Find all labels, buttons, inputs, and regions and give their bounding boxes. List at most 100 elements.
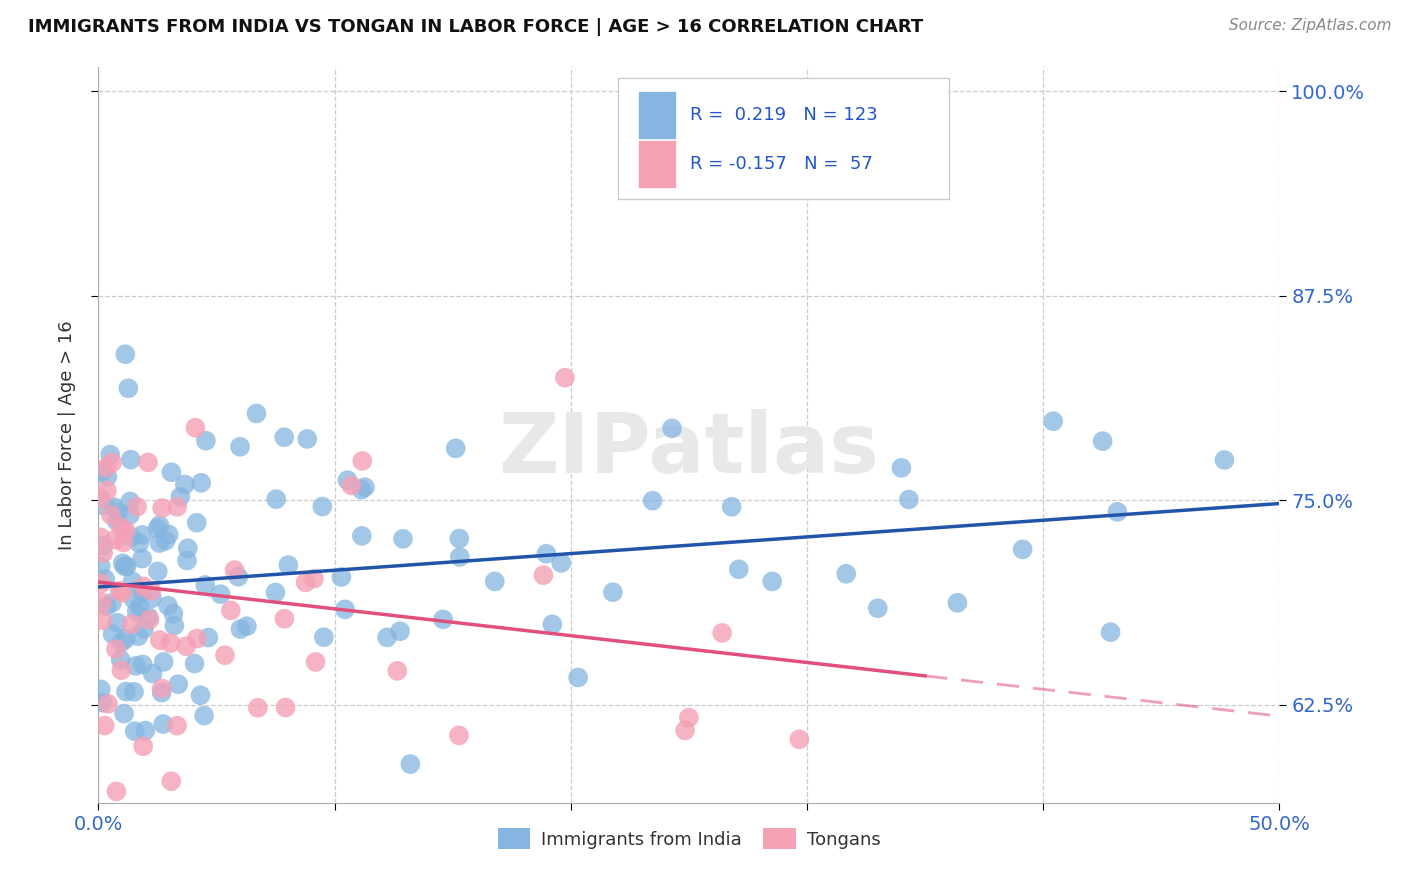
Point	[190, 688, 212, 702]
Point	[264, 585, 287, 599]
Point	[169, 490, 191, 504]
Point	[720, 500, 742, 514]
Point	[136, 455, 159, 469]
Point	[91, 696, 114, 710]
Point	[226, 570, 249, 584]
Point	[120, 452, 142, 467]
Point	[1011, 542, 1033, 557]
Bar	[638, 91, 676, 138]
Point	[641, 493, 664, 508]
FancyBboxPatch shape	[619, 78, 949, 200]
Point	[93, 718, 115, 732]
Text: R =  0.219   N = 123: R = 0.219 N = 123	[690, 106, 877, 124]
Point	[105, 784, 128, 798]
Point	[1107, 505, 1129, 519]
Text: Source: ZipAtlas.com: Source: ZipAtlas.com	[1229, 18, 1392, 33]
Point	[131, 584, 153, 599]
Point	[146, 565, 169, 579]
Point	[333, 602, 356, 616]
Point	[897, 492, 920, 507]
Point	[1099, 625, 1122, 640]
Point	[111, 557, 134, 571]
Point	[111, 635, 134, 649]
Point	[387, 664, 409, 678]
Point	[138, 613, 160, 627]
Point	[132, 579, 155, 593]
Point	[141, 591, 163, 606]
Point	[121, 617, 143, 632]
Point	[277, 558, 299, 572]
Point	[711, 626, 734, 640]
Point	[162, 607, 184, 621]
Point	[167, 677, 190, 691]
Point	[214, 648, 236, 663]
Point	[91, 539, 114, 553]
Point	[117, 381, 139, 395]
Point	[157, 527, 180, 541]
Point	[120, 494, 142, 508]
Point	[90, 576, 112, 591]
Point	[148, 536, 170, 550]
Point	[124, 724, 146, 739]
Point	[96, 469, 118, 483]
Point	[149, 633, 172, 648]
Point	[194, 434, 217, 448]
Point	[890, 460, 912, 475]
Point	[330, 570, 353, 584]
Point	[159, 636, 181, 650]
Point	[174, 639, 197, 653]
Point	[107, 615, 129, 630]
Point	[354, 480, 377, 494]
Point	[340, 478, 363, 492]
Point	[101, 627, 124, 641]
Point	[224, 563, 246, 577]
Point	[541, 617, 564, 632]
Point	[142, 666, 165, 681]
Point	[193, 708, 215, 723]
Point	[131, 551, 153, 566]
Point	[148, 518, 170, 533]
Point	[98, 448, 121, 462]
Point	[91, 595, 114, 609]
Point	[177, 541, 200, 556]
Point	[94, 460, 117, 475]
Point	[104, 642, 127, 657]
Point	[350, 483, 373, 497]
Point	[107, 505, 129, 519]
Point	[155, 533, 177, 548]
Point	[531, 568, 554, 582]
Text: IMMIGRANTS FROM INDIA VS TONGAN IN LABOR FORCE | AGE > 16 CORRELATION CHART: IMMIGRANTS FROM INDIA VS TONGAN IN LABOR…	[28, 18, 924, 36]
Point	[866, 601, 889, 615]
Point	[132, 657, 155, 672]
Point	[112, 535, 135, 549]
Point	[122, 592, 145, 607]
Point	[197, 631, 219, 645]
Point	[375, 631, 398, 645]
Point	[127, 629, 149, 643]
Point	[101, 596, 124, 610]
Point	[115, 559, 138, 574]
Point	[789, 732, 811, 747]
Point	[93, 499, 115, 513]
Point	[111, 585, 134, 599]
Point	[449, 549, 471, 564]
Point	[125, 605, 148, 619]
Point	[96, 483, 118, 498]
Point	[389, 624, 412, 639]
Point	[128, 536, 150, 550]
Point	[156, 599, 179, 613]
Point	[112, 706, 135, 721]
Point	[131, 528, 153, 542]
Point	[219, 603, 242, 617]
Point	[444, 442, 467, 456]
Point	[115, 524, 138, 538]
Point	[602, 585, 624, 599]
Point	[173, 477, 195, 491]
Point	[150, 501, 173, 516]
Point	[166, 500, 188, 514]
Point	[946, 596, 969, 610]
Point	[132, 622, 155, 636]
Point	[103, 500, 125, 515]
Point	[246, 700, 269, 714]
Point	[194, 578, 217, 592]
